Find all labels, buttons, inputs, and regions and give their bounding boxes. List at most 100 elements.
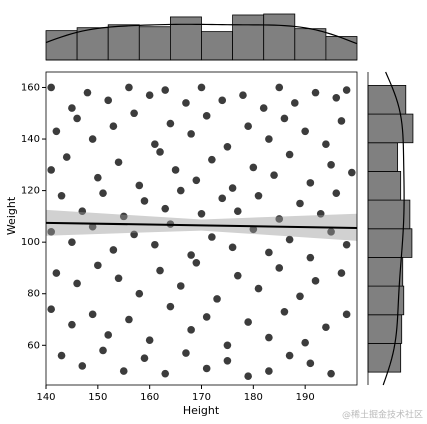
point xyxy=(88,310,97,319)
point xyxy=(244,122,252,130)
point xyxy=(259,104,268,112)
point xyxy=(213,295,221,303)
point xyxy=(140,197,149,205)
point xyxy=(145,91,154,100)
y-tick-label: 120 xyxy=(21,186,40,197)
point xyxy=(83,88,92,97)
top-hist-bar xyxy=(263,13,296,61)
point xyxy=(130,230,138,239)
point xyxy=(135,289,144,298)
point xyxy=(296,199,304,208)
point xyxy=(135,181,144,190)
y-tick-label: 60 xyxy=(27,340,40,351)
y-axis-label: Weight xyxy=(5,196,18,235)
point xyxy=(145,336,154,344)
point xyxy=(202,364,211,373)
point xyxy=(249,225,258,234)
point xyxy=(119,367,128,375)
point xyxy=(94,173,102,182)
top-kde xyxy=(45,23,358,45)
point xyxy=(192,176,201,185)
point xyxy=(218,194,227,203)
point xyxy=(291,99,299,107)
point xyxy=(202,313,211,321)
point xyxy=(270,171,278,179)
point xyxy=(342,310,351,319)
point xyxy=(192,258,201,267)
point xyxy=(322,323,330,332)
point xyxy=(275,264,284,272)
top-hist-bar xyxy=(294,28,327,61)
point xyxy=(119,212,128,221)
point xyxy=(239,91,247,100)
right-hist-bar xyxy=(367,142,399,172)
point xyxy=(62,153,71,161)
point xyxy=(52,269,61,277)
right-hist-bar xyxy=(367,199,411,230)
point xyxy=(244,318,252,326)
point xyxy=(342,240,351,249)
point xyxy=(73,114,81,123)
point xyxy=(265,135,273,143)
top-hist-bar xyxy=(107,24,140,61)
point xyxy=(306,359,315,368)
point xyxy=(327,369,335,378)
x-tick-label: 140 xyxy=(36,392,55,403)
point xyxy=(254,284,263,293)
point xyxy=(104,331,112,339)
point xyxy=(52,127,61,136)
point xyxy=(296,292,304,301)
point xyxy=(306,253,315,262)
x-tick-label: 170 xyxy=(192,392,211,403)
top-hist-bar xyxy=(138,26,171,61)
point xyxy=(265,248,273,257)
point xyxy=(275,83,284,92)
point xyxy=(285,235,294,244)
y-tick-label: 160 xyxy=(21,82,40,93)
point xyxy=(280,307,289,316)
point xyxy=(348,168,356,177)
right-hist-bar xyxy=(367,343,402,373)
point xyxy=(47,83,55,92)
point xyxy=(99,346,107,355)
point xyxy=(130,109,138,118)
point xyxy=(176,282,185,290)
point xyxy=(140,354,149,362)
right-hist-bar xyxy=(367,113,414,144)
point xyxy=(94,261,102,270)
point xyxy=(254,191,263,200)
point xyxy=(99,189,107,197)
point xyxy=(187,130,195,138)
x-tick-label: 150 xyxy=(88,392,107,403)
watermark: @稀土掘金技术社区 xyxy=(342,409,423,421)
point xyxy=(68,320,76,329)
top-hist-bar xyxy=(45,30,78,61)
point xyxy=(244,372,252,381)
point xyxy=(337,117,346,125)
point xyxy=(182,349,190,357)
point xyxy=(208,155,216,164)
right-hist-bar xyxy=(367,257,404,287)
point xyxy=(285,351,294,360)
point xyxy=(161,204,170,213)
point xyxy=(285,150,294,159)
point xyxy=(233,271,242,280)
point xyxy=(202,112,211,120)
point xyxy=(187,251,195,259)
point xyxy=(125,315,133,324)
point xyxy=(125,83,133,92)
point xyxy=(78,362,87,370)
point xyxy=(156,266,164,275)
point xyxy=(228,184,237,192)
point xyxy=(88,222,97,231)
point xyxy=(322,140,330,148)
x-tick-label: 180 xyxy=(244,392,263,403)
point xyxy=(114,158,123,167)
point xyxy=(109,122,118,130)
top-hist-bar xyxy=(232,14,265,61)
point xyxy=(176,186,185,195)
point xyxy=(332,189,341,197)
point xyxy=(114,274,123,283)
point xyxy=(301,338,309,347)
point xyxy=(249,163,258,172)
